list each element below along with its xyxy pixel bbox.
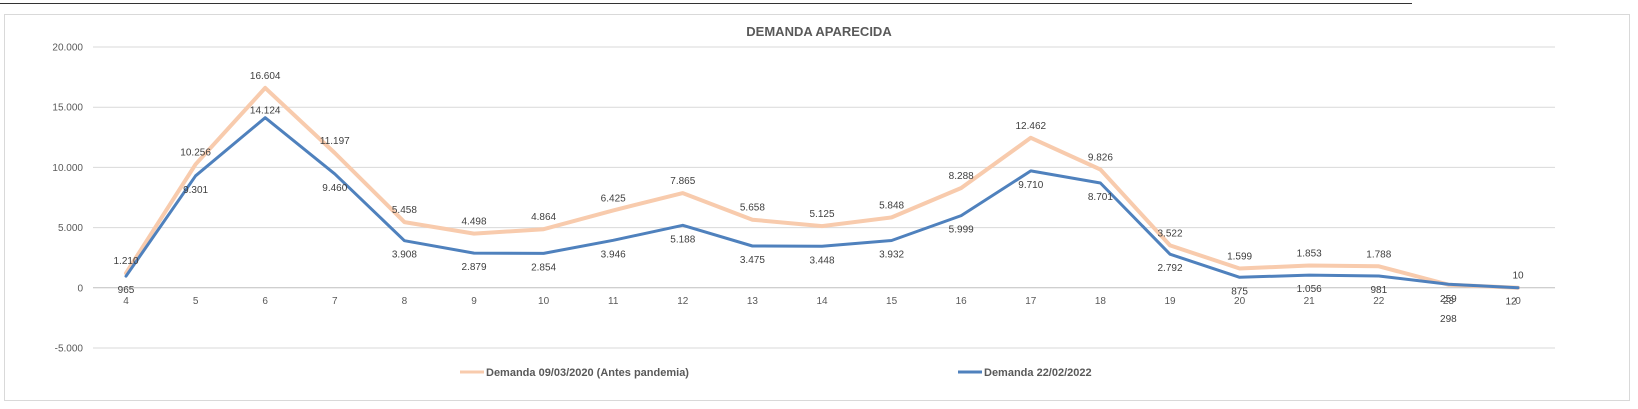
x-axis-ticks: 4 5 6 7 8 9 10 11 12 13 14 15 16 17 18 19 20 21 22 23 0 <box>123 296 1521 307</box>
y-axis-ticks: 20.000 15.000 10.000 5.000 0 -5.000 <box>52 43 83 355</box>
x-tick-label: 4 <box>123 296 129 307</box>
data-label-2020: 8.288 <box>949 171 974 182</box>
x-tick-label: 17 <box>1025 296 1037 307</box>
data-label-2022: 3.448 <box>809 255 834 266</box>
y-tick-label: 15.000 <box>52 103 83 114</box>
x-tick-label: 14 <box>816 296 828 307</box>
data-label-2022: 1.056 <box>1297 284 1322 295</box>
data-label-2022: 875 <box>1231 286 1248 297</box>
x-tick-label: 7 <box>332 296 338 307</box>
data-label-2020: 1.599 <box>1227 252 1252 263</box>
data-label-2022: 3.475 <box>740 255 765 266</box>
data-label-2022: 3.932 <box>879 249 904 260</box>
x-tick-label: 10 <box>538 296 550 307</box>
data-label-2020: 6.425 <box>601 193 626 204</box>
data-label-2022: 5.999 <box>949 225 974 236</box>
data-label-2020: 3.522 <box>1157 228 1182 239</box>
data-label-2022: 9.301 <box>183 185 208 196</box>
x-tick-label: 11 <box>608 296 619 307</box>
data-label-2020: 5.658 <box>740 203 765 214</box>
data-label-2020: 16.604 <box>250 71 281 82</box>
x-tick-label: 6 <box>262 296 268 307</box>
x-tick-label: 0 <box>1515 296 1521 307</box>
legend-label-2020: Demanda 09/03/2020 (Antes pandemia) <box>486 367 689 379</box>
data-label-2020: 7.865 <box>670 176 695 187</box>
x-tick-label: 16 <box>956 296 968 307</box>
data-label-2022: 3.946 <box>601 249 626 260</box>
data-label-2022: 14.124 <box>250 106 281 117</box>
x-tick-label: 22 <box>1373 296 1385 307</box>
data-label-2020: 10 <box>1512 271 1524 282</box>
x-tick-label: 9 <box>471 296 477 307</box>
data-label-2020: 11.197 <box>320 136 350 147</box>
data-label-2022: 2.854 <box>531 262 556 273</box>
data-label-2022: 3.908 <box>392 250 417 261</box>
data-label-2020: 5.458 <box>392 205 417 216</box>
data-label-2022: 5.188 <box>670 234 695 245</box>
x-tick-label: 18 <box>1095 296 1107 307</box>
data-label-2022: 8.701 <box>1088 192 1113 203</box>
data-label-2022: 9.710 <box>1018 180 1043 191</box>
data-label-2020: 5.125 <box>809 209 834 220</box>
chart-frame <box>4 14 1630 401</box>
x-tick-label: 12 <box>677 296 689 307</box>
data-label-2020: 10.256 <box>180 147 211 158</box>
legend-label-2022: Demanda 22/02/2022 <box>984 367 1092 379</box>
data-label-2020: 4.498 <box>461 217 486 228</box>
data-label-2022: 965 <box>118 285 135 296</box>
y-tick-label: -5.000 <box>55 344 84 355</box>
data-label-2020: 1.853 <box>1297 248 1322 259</box>
series-lines <box>124 85 1520 290</box>
x-tick-label: 5 <box>193 296 199 307</box>
y-tick-label: 20.000 <box>52 43 83 54</box>
x-tick-label: 20 <box>1234 296 1246 307</box>
data-label-2022: 2.792 <box>1157 263 1182 274</box>
data-labels: 1.210 10.256 16.604 11.197 5.458 4.498 4.864 6.… <box>113 71 1524 325</box>
data-label-2020: 9.826 <box>1088 152 1113 163</box>
top-border-line <box>0 3 1412 4</box>
y-tick-label: 0 <box>77 283 83 294</box>
x-tick-label: 13 <box>747 296 759 307</box>
series-line-2020 <box>124 85 1520 290</box>
x-tick-label: 8 <box>402 296 408 307</box>
data-label-2022: 2.879 <box>461 262 486 273</box>
legend: Demanda 09/03/2020 (Antes pandemia) Dema… <box>460 367 1092 379</box>
x-tick-label: 15 <box>886 296 898 307</box>
x-tick-label: 23 <box>1443 296 1455 307</box>
y-tick-label: 10.000 <box>52 163 83 174</box>
data-label-2020: 12.462 <box>1016 121 1047 132</box>
data-label-2020: 5.848 <box>879 200 904 211</box>
data-label-2022: 12 <box>1505 297 1517 308</box>
data-label-2020: 4.864 <box>531 212 556 223</box>
data-label-2022: 298 <box>1440 314 1457 325</box>
data-label-2020: 259 <box>1440 294 1457 305</box>
x-tick-label: 19 <box>1164 296 1176 307</box>
series-line-2022 <box>124 116 1520 290</box>
data-label-2020: 1.788 <box>1366 249 1391 260</box>
y-tick-label: 5.000 <box>58 223 83 234</box>
chart-title: DEMANDA APARECIDA <box>746 24 892 39</box>
data-label-2022: 9.460 <box>322 183 347 194</box>
data-label-2020: 1.210 <box>113 256 138 267</box>
x-tick-label: 21 <box>1304 296 1316 307</box>
data-label-2022: 981 <box>1370 285 1387 296</box>
